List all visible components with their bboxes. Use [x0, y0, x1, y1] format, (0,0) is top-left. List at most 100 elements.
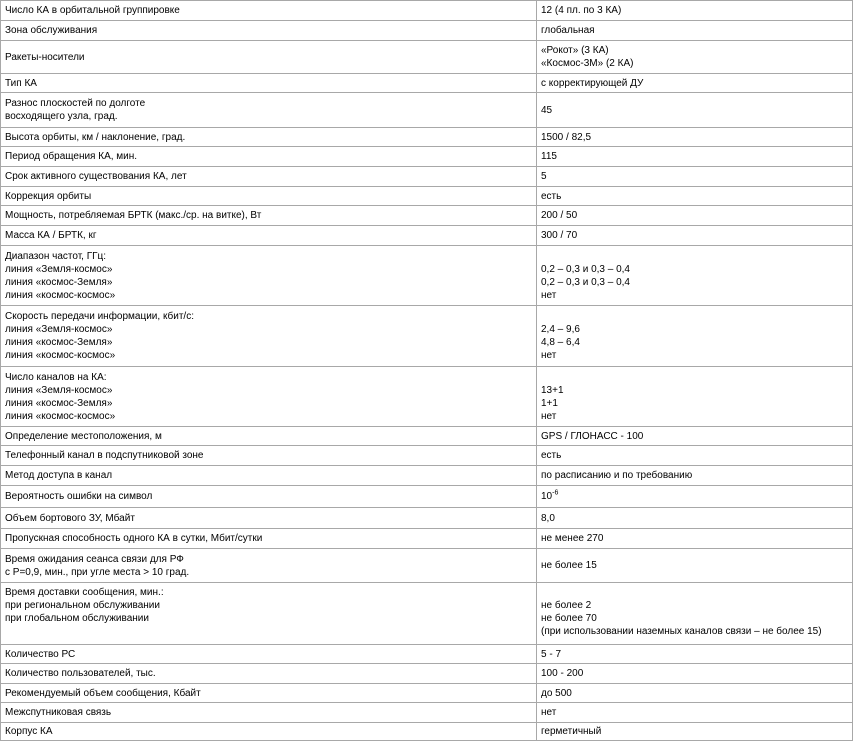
parameter-value: «Космос-3М» (2 КА)	[541, 58, 634, 69]
table-row: Количество РС 5 - 7	[0, 644, 853, 664]
parameter-label: Определение местоположения, м	[5, 430, 162, 442]
table-row: Мощность, потребляемая БРТК (макс./ср. н…	[0, 205, 853, 226]
table-row: Тип КА с корректирующей ДУ	[0, 73, 853, 93]
parameter-label: линия «космос-Земля»	[5, 276, 113, 288]
parameter-value: 300 / 70	[541, 230, 578, 241]
value-cell: 45	[536, 92, 853, 128]
parameter-value: нет	[541, 289, 557, 301]
parameter-label: Число каналов на КА:	[5, 371, 107, 383]
table-row: Время доставки сообщения, мин.: при регио…	[0, 582, 853, 645]
parameter-value: 0,2 – 0,3 и 0,3 – 0,4	[541, 276, 630, 288]
table-row: Количество пользователей, тыс. 100 - 200	[0, 663, 853, 684]
table-row: Корпус КА герметичный	[0, 722, 853, 741]
parameter-label: Количество РС	[5, 648, 76, 660]
parameter-label: линия «космос-космос»	[5, 410, 116, 422]
table-row: Время ожидания сеанса связи для РФ с P=0,…	[0, 548, 853, 583]
parameter-label: Диапазон частот, ГГц:	[5, 250, 107, 262]
parameter-label: Ракеты-носители	[5, 51, 85, 63]
parameter-cell: Время ожидания сеанса связи для РФ с P=0,…	[0, 548, 537, 583]
value-cell: 12 (4 пл. по 3 КА)	[536, 0, 853, 21]
table-row: Пропускная способность одного КА в сутки…	[0, 528, 853, 549]
table-row: Коррекция орбиты есть	[0, 186, 853, 206]
parameter-value: 200 / 50	[541, 210, 578, 221]
parameter-label: восходящего узла, град.	[5, 111, 118, 122]
parameter-cell: Масса КА / БРТК, кг	[0, 225, 537, 246]
parameter-value: 45	[541, 104, 553, 116]
parameter-cell: Период обращения КА, мин.	[0, 146, 537, 167]
parameter-value: есть	[541, 190, 562, 202]
parameter-value: 0,2 – 0,3 и 0,3 – 0,4	[541, 263, 630, 275]
table-row: Число каналов на КА: линия «Земля-космос»…	[0, 366, 853, 427]
parameter-cell: Число каналов на КА: линия «Земля-космос»…	[0, 366, 537, 427]
parameter-label: линия «космос-Земля»	[5, 337, 113, 348]
value-cell: есть	[536, 445, 853, 466]
parameter-cell: Межспутниковая связь	[0, 702, 537, 723]
parameter-label: Метод доступа в канал	[5, 470, 113, 481]
parameter-label: линия «космос-Земля»	[5, 397, 113, 409]
value-cell: не более 2 не более 70 (при использовании …	[536, 582, 853, 645]
value-cell: до 500	[536, 683, 853, 703]
parameter-value: с корректирующей ДУ	[541, 77, 644, 89]
parameter-value: 1500 / 82,5	[541, 131, 592, 143]
parameter-label: Объем бортового ЗУ, Мбайт	[5, 512, 135, 524]
value-cell: 1500 / 82,5	[536, 127, 853, 147]
value-cell: есть	[536, 186, 853, 206]
parameter-value: не более 70	[541, 613, 597, 624]
table-row: Зона обслуживания глобальная	[0, 20, 853, 41]
value-cell: 100 - 200	[536, 663, 853, 684]
value-cell: «Рокот» (3 КА) «Космос-3М» (2 КА)	[536, 40, 853, 74]
parameter-label: линия «Земля-космос»	[5, 384, 113, 396]
table-row: Высота орбиты, км / наклонение, град. 150…	[0, 127, 853, 147]
value-cell: 2,4 – 9,6 4,8 – 6,4 нет	[536, 305, 853, 367]
parameter-value: 13+1	[541, 384, 564, 396]
parameter-cell: Время доставки сообщения, мин.: при регио…	[0, 582, 537, 645]
parameter-label: Время доставки сообщения, мин.:	[5, 587, 164, 598]
parameter-cell: Рекомендуемый объем сообщения, Кбайт	[0, 683, 537, 703]
parameter-value: 8,0	[541, 512, 555, 524]
table-row: Диапазон частот, ГГц: линия «Земля-космос…	[0, 245, 853, 306]
table-row: Вероятность ошибки на символ 10-6	[0, 485, 853, 508]
parameter-label: Межспутниковая связь	[5, 707, 112, 718]
table-row: Межспутниковая связь нет	[0, 702, 853, 723]
value-cell: 5 - 7	[536, 644, 853, 664]
value-cell: нет	[536, 702, 853, 723]
value-cell: герметичный	[536, 722, 853, 741]
parameter-label: Период обращения КА, мин.	[5, 151, 138, 162]
parameter-label: Телефонный канал в подспутниковой зоне	[5, 450, 204, 461]
value-cell: 200 / 50	[536, 205, 853, 226]
parameter-cell: Коррекция орбиты	[0, 186, 537, 206]
parameter-label: Число КА в орбитальной группировке	[5, 5, 180, 16]
parameter-label: Срок активного существования КА, лет	[5, 171, 187, 182]
parameter-label: Корпус КА	[5, 726, 53, 737]
value-cell: глобальная	[536, 20, 853, 41]
parameter-label: с P=0,9, мин., при угле места > 10 град.	[5, 566, 190, 578]
table-row: Период обращения КА, мин. 115	[0, 146, 853, 167]
parameter-value: нет	[541, 350, 557, 361]
parameter-label: при региональном обслуживании	[5, 600, 160, 611]
parameter-value: 5 - 7	[541, 648, 562, 660]
parameter-value: 5	[541, 171, 547, 182]
parameter-label: Высота орбиты, км / наклонение, град.	[5, 131, 186, 143]
parameter-cell: Скорость передачи информации, кбит/с: лин…	[0, 305, 537, 367]
table-row: Метод доступа в канал по расписанию и по …	[0, 465, 853, 486]
parameter-value: по расписанию и по требованию	[541, 470, 693, 481]
parameter-cell: Телефонный канал в подспутниковой зоне	[0, 445, 537, 466]
parameter-label: линия «космос-космос»	[5, 289, 116, 301]
parameter-cell: Метод доступа в канал	[0, 465, 537, 486]
parameter-label: Зона обслуживания	[5, 25, 98, 36]
parameter-cell: Количество пользователей, тыс.	[0, 663, 537, 684]
parameter-cell: Разнос плоскостей по долготе восходящего …	[0, 92, 537, 128]
table-row: Рекомендуемый объем сообщения, Кбайт до 5…	[0, 683, 853, 703]
table-row: Разнос плоскостей по долготе восходящего …	[0, 92, 853, 128]
parameter-cell: Мощность, потребляемая БРТК (макс./ср. н…	[0, 205, 537, 226]
parameter-cell: Диапазон частот, ГГц: линия «Земля-космос…	[0, 245, 537, 306]
parameter-label: Вероятность ошибки на символ	[5, 491, 153, 502]
parameter-value: нет	[541, 410, 557, 422]
parameter-cell: Количество РС	[0, 644, 537, 664]
parameter-label: Время ожидания сеанса связи для РФ	[5, 553, 184, 565]
parameter-value: 2,4 – 9,6	[541, 324, 580, 335]
table-row: Число КА в орбитальной группировке 12 (4 …	[0, 0, 853, 21]
value-cell: 300 / 70	[536, 225, 853, 246]
parameter-cell: Определение местоположения, м	[0, 426, 537, 446]
